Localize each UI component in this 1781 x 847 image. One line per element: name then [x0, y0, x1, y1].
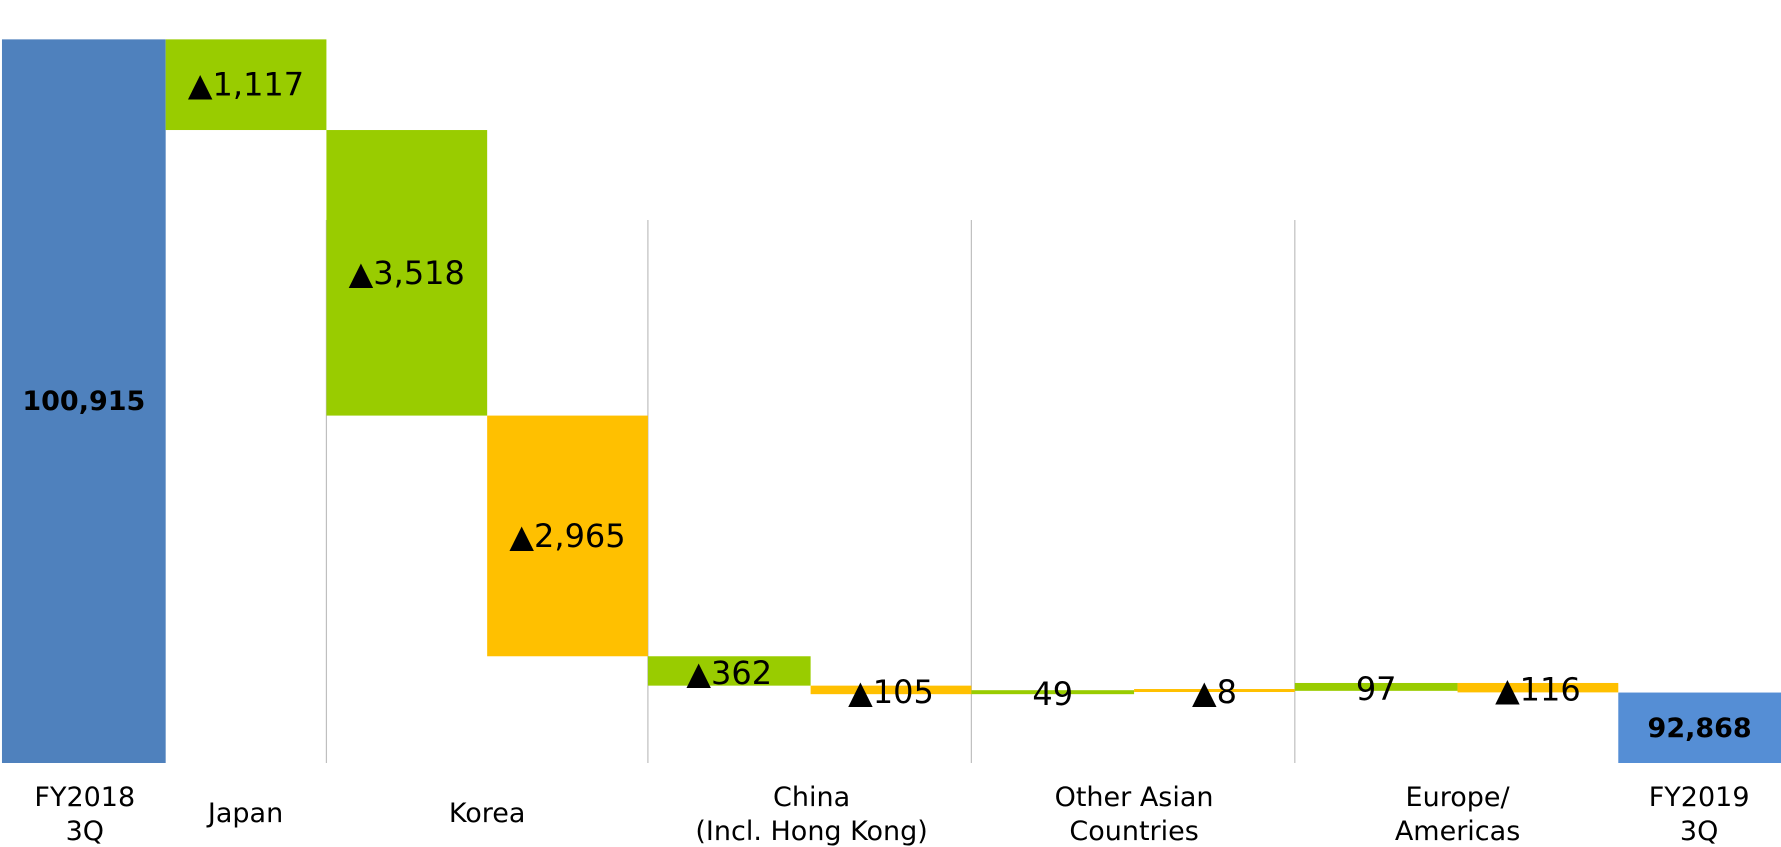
change-bar: [165, 39, 327, 131]
data-label: ▲1,117: [188, 66, 304, 104]
change-bar: [1134, 689, 1295, 693]
data-label: ▲8: [1192, 673, 1237, 711]
category-label-line: 3Q: [66, 816, 104, 847]
change-bar: [1294, 682, 1458, 691]
category-label: Japan: [206, 798, 283, 829]
category-label-line: Europe/: [1406, 782, 1511, 813]
change-bar: [971, 690, 1135, 695]
category-label-line: China: [773, 782, 850, 813]
category-label: China (Incl. Hong Kong): [695, 782, 927, 847]
data-label: 97: [1356, 670, 1397, 708]
data-label: 100,915: [22, 386, 145, 417]
category-label-line: Americas: [1395, 816, 1520, 847]
data-label: ▲362: [686, 654, 772, 692]
change-bar: [1457, 682, 1619, 693]
change-bar: [487, 415, 648, 657]
change-bar: [326, 130, 488, 416]
data-label: 92,868: [1648, 713, 1752, 744]
category-label: FY2019 3Q: [1649, 782, 1750, 847]
data-label: ▲3,518: [349, 254, 465, 292]
category-label-line: FY2018: [34, 782, 135, 813]
change-bar: [647, 656, 811, 686]
category-label-line: Countries: [1069, 816, 1198, 847]
category-label-line: Korea: [449, 798, 526, 829]
category-label-line: Japan: [206, 798, 283, 829]
category-label-line: Other Asian: [1055, 782, 1214, 813]
data-label: ▲105: [848, 673, 934, 711]
data-label: ▲2,965: [509, 517, 625, 555]
category-label-line: 3Q: [1680, 816, 1718, 847]
category-label: Europe/Americas: [1395, 782, 1520, 847]
category-label-line: (Incl. Hong Kong): [695, 816, 927, 847]
category-label: Korea: [449, 798, 526, 829]
change-bar: [810, 685, 972, 695]
data-label: ▲116: [1495, 671, 1581, 709]
category-label-line: FY2019: [1649, 782, 1750, 813]
bars-layer: [1, 39, 1781, 763]
data-label: 49: [1032, 675, 1073, 713]
value-labels-layer: 100,915 ▲1,117 ▲3,518 ▲2,965 ▲362 ▲105 49 ▲8 97 ▲…: [22, 66, 1751, 744]
total-bar: [1618, 692, 1781, 763]
category-label: FY2018 3Q: [34, 782, 135, 847]
category-label: Other Asian Countries: [1055, 782, 1214, 847]
total-bar: [1, 39, 166, 763]
